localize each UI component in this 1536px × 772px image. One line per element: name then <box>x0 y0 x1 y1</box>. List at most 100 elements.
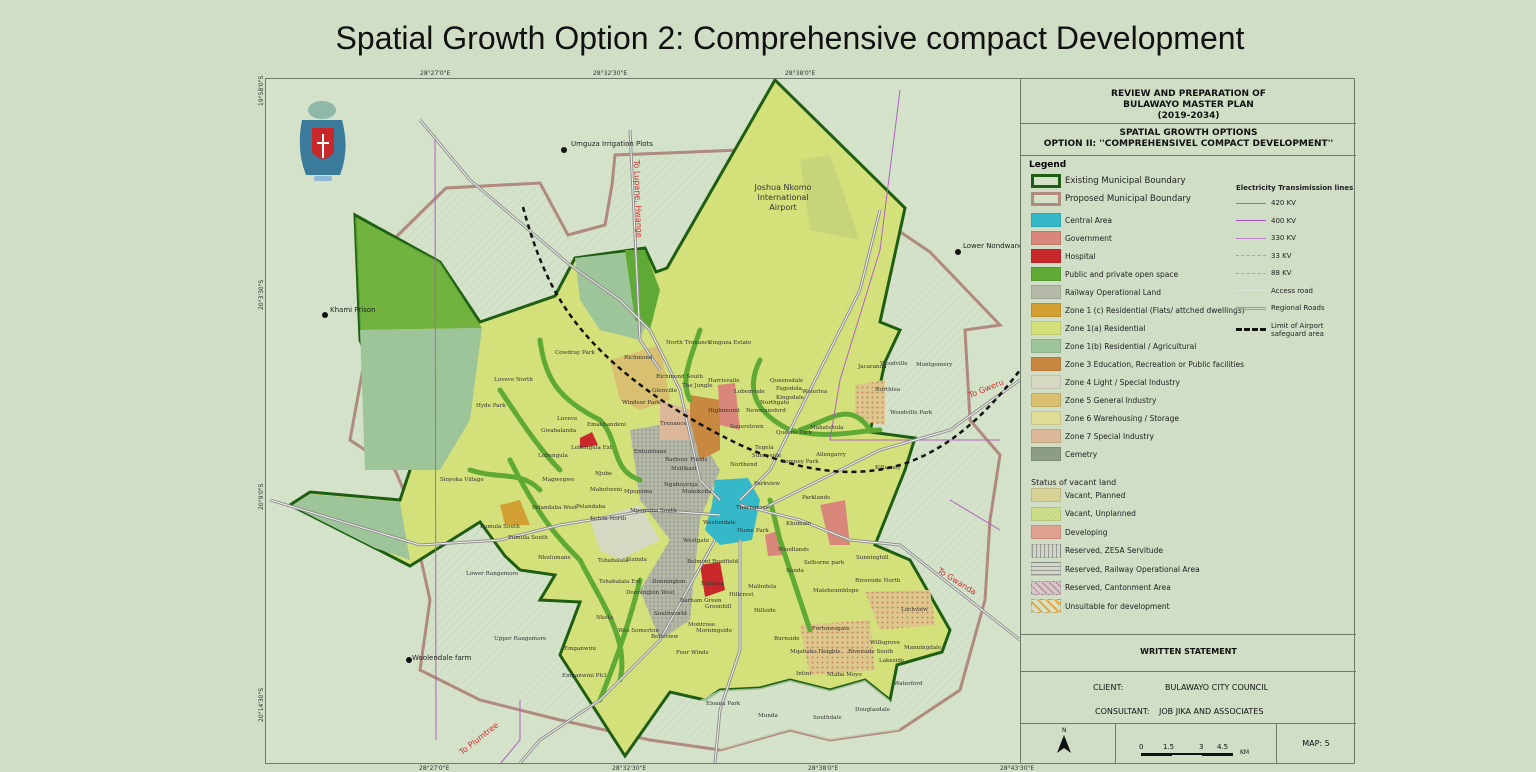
place-label: Cowdray Park <box>555 350 595 356</box>
place-label: Newmansford <box>746 408 786 414</box>
place-label: The Jungle <box>682 383 713 389</box>
legend-swatch <box>1031 429 1061 443</box>
point-label: Khami Prison <box>330 306 376 314</box>
north-label: N <box>1062 727 1067 734</box>
legend-swatch <box>1031 599 1061 613</box>
legend-swatch <box>1031 339 1061 353</box>
place-label: Selborne park <box>804 560 845 566</box>
place-label: Westondale <box>703 520 736 526</box>
legend-item: Government <box>1031 231 1112 245</box>
legend-line-item: Limit of Airport safeguard area <box>1236 322 1351 338</box>
legend-item: Zone 1(a) Residential <box>1031 321 1145 335</box>
legend-swatch <box>1031 488 1061 502</box>
legend-label: Zone 1 (c) Residential (Flats/ attched d… <box>1065 305 1245 315</box>
place-label: Hillside <box>754 608 776 614</box>
legend-swatch <box>1031 249 1061 263</box>
legend-swatch <box>1031 543 1061 558</box>
coord-left: 20°9'0"S <box>258 483 265 511</box>
place-label: Douglasdale <box>855 707 891 713</box>
coord-top: 28°27'0"E <box>420 70 451 77</box>
legend-item: Reserved, ZESA Servitude <box>1031 543 1164 558</box>
legend-label: Government <box>1065 233 1112 243</box>
legend-swatch <box>1031 213 1061 227</box>
place-label: Waterford <box>894 681 923 687</box>
place-label: Highmount <box>708 408 741 414</box>
coord-top: 28°38'0"E <box>785 70 816 77</box>
place-label: Allengarry <box>815 452 847 458</box>
legend-label: Access road <box>1271 286 1313 295</box>
coord-bottom: 28°27'0"E <box>419 765 450 772</box>
legend-line-item: 88 KV <box>1236 269 1292 277</box>
legend-label: Developing <box>1065 527 1108 537</box>
legend-swatch <box>1031 580 1061 595</box>
legend-item: Cemetry <box>1031 447 1097 461</box>
legend-label: Regional Roads <box>1271 304 1325 312</box>
place-label: Morningside <box>696 628 733 634</box>
legend-swatch <box>1031 393 1061 407</box>
map-frame <box>265 78 1355 764</box>
place-label: Belleview <box>651 634 679 640</box>
place-label: Pelandaba <box>576 504 606 510</box>
legend-item: Public and private open space <box>1031 267 1178 281</box>
place-label: Khumalo <box>786 521 812 527</box>
open-space-corridors <box>467 327 883 703</box>
legend-label: Existing Municipal Boundary <box>1065 176 1186 186</box>
place-label: Thorngrove <box>736 505 770 511</box>
legend-item: Reserved, Railway Operational Area <box>1031 562 1200 576</box>
place-label: Emganwini <box>564 646 596 652</box>
map-points <box>322 147 961 663</box>
place-label: Romney Park <box>781 459 819 465</box>
flats-zone <box>500 500 530 525</box>
place-label: Parklands <box>802 495 830 501</box>
place-label: Sinyoka Village <box>440 477 484 483</box>
client-value: BULAWAYO CITY COUNCIL <box>1165 683 1269 692</box>
existing-municipal-boundary <box>286 79 952 759</box>
place-label: Mpopoma <box>624 489 653 495</box>
place-label: Windsor Park <box>622 400 661 406</box>
page-title: Spatial Growth Option 2: Comprehensive c… <box>335 20 1245 56</box>
legend-item: Zone 6 Warehousing / Storage <box>1031 411 1179 425</box>
legend-label: Central Area <box>1065 215 1112 225</box>
legend-line-swatch <box>1236 306 1266 310</box>
place-label: Ilanda <box>786 568 805 574</box>
legend-label: Reserved, ZESA Servitude <box>1065 546 1164 555</box>
legend-swatch <box>1031 562 1061 576</box>
legend-item: Developing <box>1031 525 1107 539</box>
light-industry <box>590 505 660 560</box>
southern-area <box>700 680 900 750</box>
place-labels: Cowdray Park Richmond North TrenanceUmguza… <box>440 340 953 721</box>
place-label: Tegela <box>755 445 774 451</box>
svg-text:International: International <box>757 193 808 202</box>
legend-line-swatch <box>1236 290 1266 291</box>
legend-label: Limit of Airport safeguard area <box>1271 321 1324 338</box>
legend-item: Reserved, Cantonment Area <box>1031 580 1171 595</box>
place-label: Pumula South <box>480 524 520 530</box>
place-label: Manningdale <box>904 645 942 651</box>
place-label: Riverside South <box>848 649 894 655</box>
place-label: Northend <box>730 462 758 468</box>
place-label: Magwegwe <box>542 477 575 483</box>
point-label: Woolendale farm <box>412 654 471 662</box>
place-label: Woodville Park <box>890 410 933 416</box>
place-label: Northlea <box>875 387 901 393</box>
hospital-area <box>580 432 598 448</box>
place-label: Barbour Fields <box>665 457 707 463</box>
legend-line-swatch <box>1236 272 1266 274</box>
legend-label: 88 KV <box>1271 269 1292 277</box>
place-label: Four Winds <box>676 650 709 656</box>
place-label: Donnington West <box>626 590 676 596</box>
coord-bottom: 28°38'0"E <box>808 765 839 772</box>
coat-of-arms-logo <box>299 101 346 181</box>
legend-line-swatch <box>1236 255 1266 256</box>
legend-swatch <box>1031 525 1061 539</box>
place-label: Willsgrove <box>870 640 901 646</box>
legend-swatch <box>1031 231 1061 245</box>
legend-item: Vacant, Planned <box>1031 488 1125 502</box>
place-label: Mabutweni <box>590 487 622 493</box>
legend-item: Central Area <box>1031 213 1112 227</box>
map-number: MAP: 5 <box>1302 739 1330 748</box>
place-label: Southworld <box>654 611 687 617</box>
map-canvas[interactable]: Umguza Irrigation Plots Khami Prison Low… <box>266 79 1020 763</box>
place-label: Kingsdale <box>776 395 805 401</box>
legend-swatch <box>1031 357 1061 371</box>
